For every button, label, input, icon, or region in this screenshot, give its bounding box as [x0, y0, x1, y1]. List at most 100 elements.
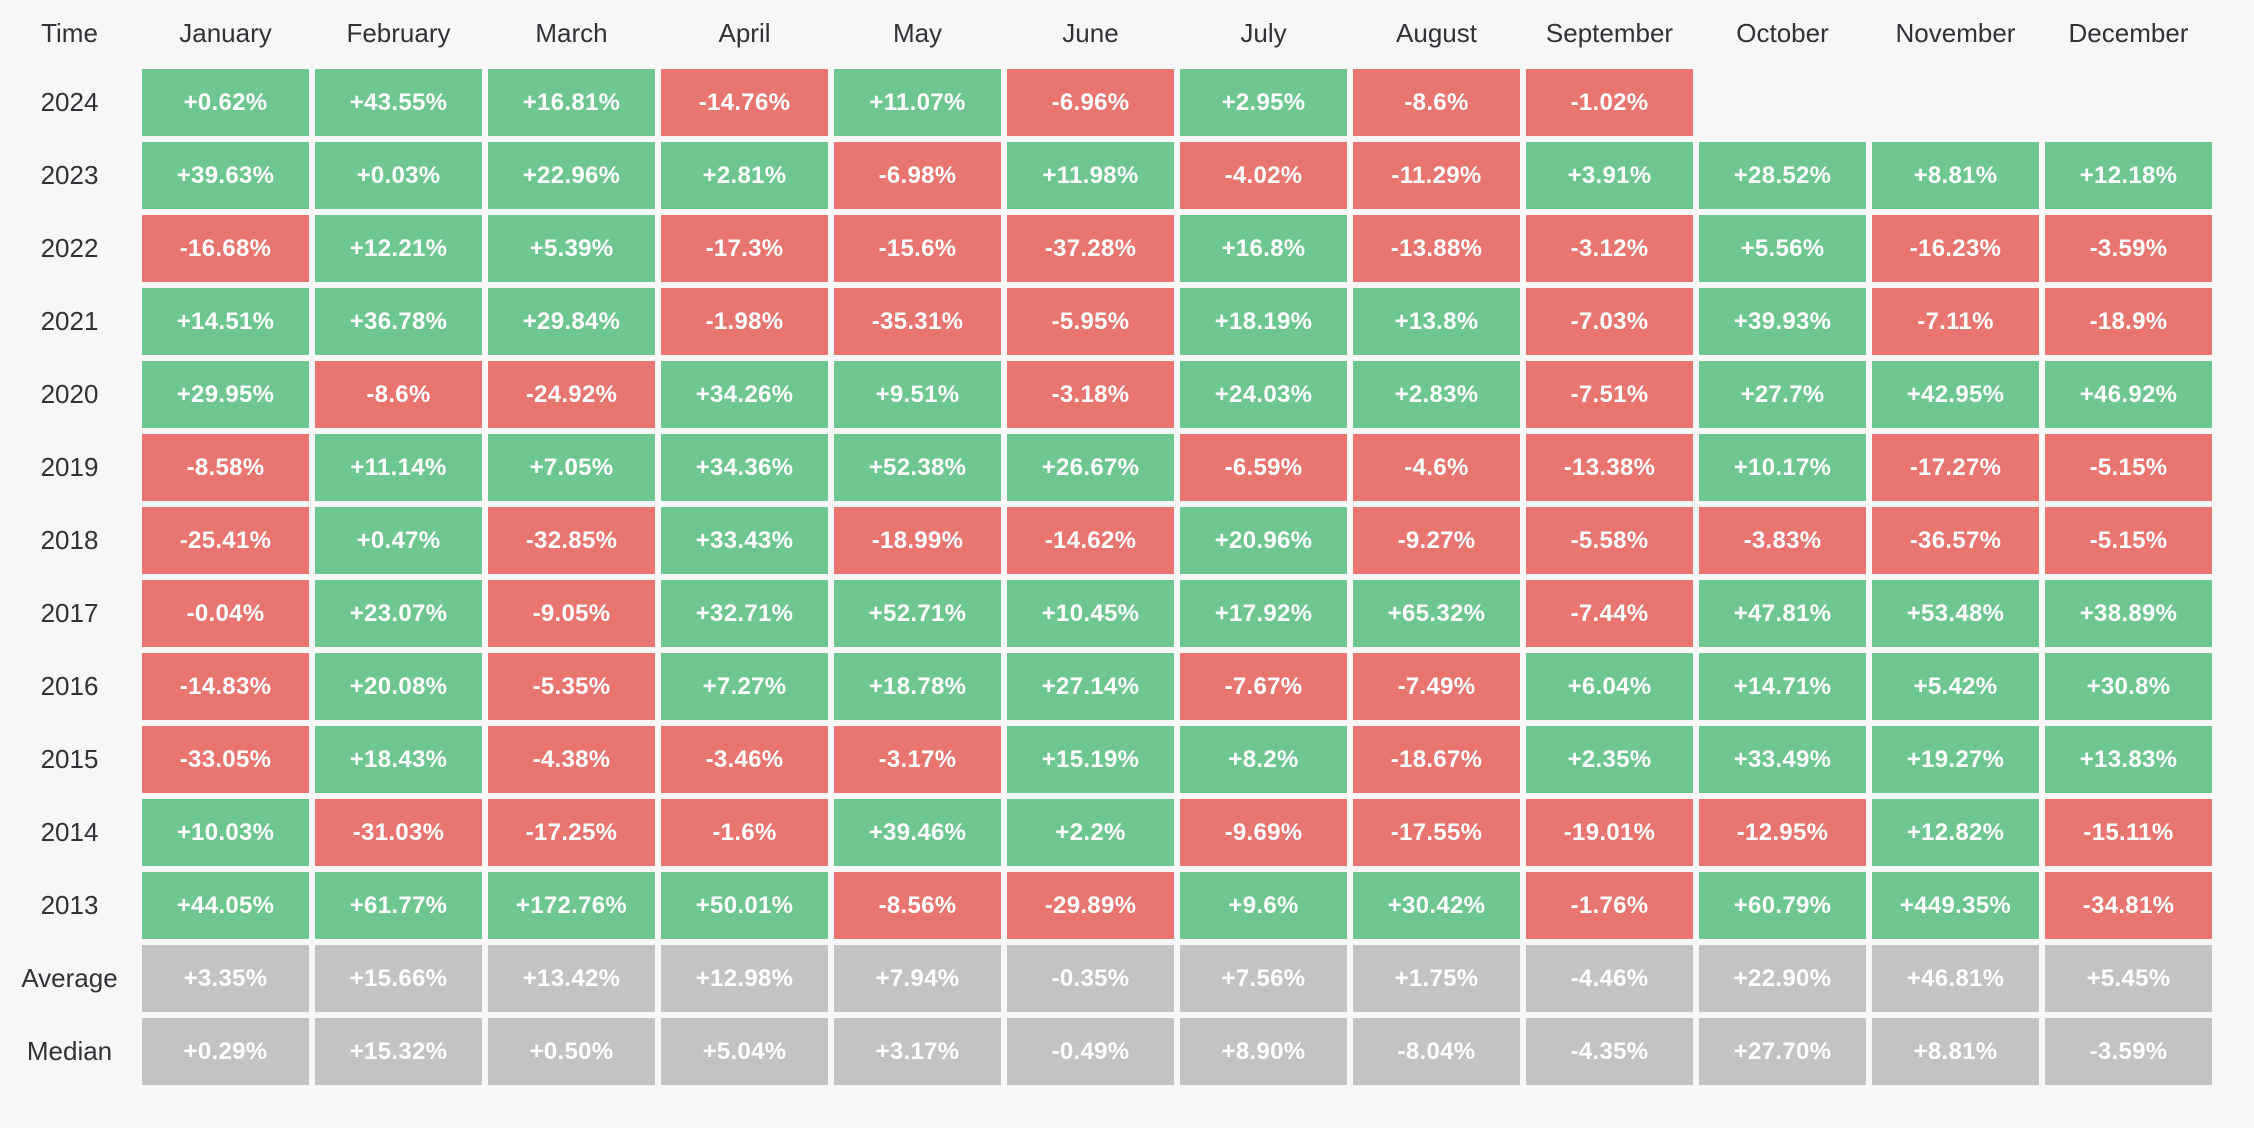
cell-slot: +16.8% — [1177, 212, 1350, 285]
return-value-cell: -29.89% — [1007, 872, 1174, 939]
return-value-cell: -37.28% — [1007, 215, 1174, 282]
cell-slot: +47.81% — [1696, 577, 1869, 650]
cell-slot: -5.95% — [1004, 285, 1177, 358]
cell-slot: +0.50% — [485, 1015, 658, 1088]
cell-slot: +5.42% — [1869, 650, 2042, 723]
cell-slot: +30.42% — [1350, 869, 1523, 942]
row-label-2019: 2019 — [40, 452, 99, 482]
cell-slot: -8.58% — [139, 431, 312, 504]
return-value-cell: +16.8% — [1180, 215, 1347, 282]
cell-slot: +30.8% — [2042, 650, 2215, 723]
cell-slot: +8.81% — [1869, 1015, 2042, 1088]
return-value-cell: +15.32% — [315, 1018, 482, 1085]
cell-slot: -12.95% — [1696, 796, 1869, 869]
return-value-cell: +14.51% — [142, 288, 309, 355]
cell-slot: -14.76% — [658, 66, 831, 139]
return-value-cell: +12.98% — [661, 945, 828, 1012]
cell-slot: +3.91% — [1523, 139, 1696, 212]
month-column-header-february: February — [346, 17, 451, 48]
cell-slot: -1.02% — [1523, 66, 1696, 139]
return-value-cell: +7.05% — [488, 434, 655, 501]
return-value-cell: -5.15% — [2045, 507, 2212, 574]
return-value-cell: -18.9% — [2045, 288, 2212, 355]
return-value-cell: -7.51% — [1526, 361, 1693, 428]
return-value-cell: -3.17% — [834, 726, 1001, 793]
cell-slot: +46.81% — [1869, 942, 2042, 1015]
cell-slot: +0.03% — [312, 139, 485, 212]
return-value-cell: +3.17% — [834, 1018, 1001, 1085]
return-value-cell: +23.07% — [315, 580, 482, 647]
return-value-cell: +17.92% — [1180, 580, 1347, 647]
returns-table-grid: Time January February March April May June July… — [21, 17, 2215, 1088]
cell-slot: +172.76% — [485, 869, 658, 942]
row-label-median: Median — [26, 1036, 113, 1066]
cell-slot: +60.79% — [1696, 869, 1869, 942]
cell-slot: +11.07% — [831, 66, 1004, 139]
return-value-cell: +0.50% — [488, 1018, 655, 1085]
cell-slot: -6.96% — [1004, 66, 1177, 139]
return-value-cell: -24.92% — [488, 361, 655, 428]
month-column-header-july: July — [1240, 17, 1287, 48]
return-value-cell: +3.35% — [142, 945, 309, 1012]
month-column-header-august: August — [1396, 17, 1477, 48]
return-value-cell: -16.23% — [1872, 215, 2039, 282]
cell-slot: +53.48% — [1869, 577, 2042, 650]
return-value-cell: -1.02% — [1526, 69, 1693, 136]
cell-slot: +14.71% — [1696, 650, 1869, 723]
return-value-cell: +18.19% — [1180, 288, 1347, 355]
cell-slot: -17.55% — [1350, 796, 1523, 869]
cell-slot: +7.05% — [485, 431, 658, 504]
return-value-cell: +52.38% — [834, 434, 1001, 501]
month-column-header-january: January — [179, 17, 272, 48]
return-value-cell: +2.81% — [661, 142, 828, 209]
return-value-cell: +19.27% — [1872, 726, 2039, 793]
return-value-cell: +18.78% — [834, 653, 1001, 720]
return-value-cell: -34.81% — [2045, 872, 2212, 939]
cell-slot: +15.19% — [1004, 723, 1177, 796]
return-value-cell: -7.67% — [1180, 653, 1347, 720]
return-value-cell: -3.59% — [2045, 1018, 2212, 1085]
cell-slot: +29.95% — [139, 358, 312, 431]
cell-slot: -5.35% — [485, 650, 658, 723]
return-value-cell: -18.67% — [1353, 726, 1520, 793]
return-value-cell: +11.07% — [834, 69, 1001, 136]
cell-slot: +42.95% — [1869, 358, 2042, 431]
cell-slot: +34.36% — [658, 431, 831, 504]
cell-slot: -3.18% — [1004, 358, 1177, 431]
cell-slot: +33.43% — [658, 504, 831, 577]
cell-slot: +15.32% — [312, 1015, 485, 1088]
return-value-cell: +12.18% — [2045, 142, 2212, 209]
return-value-cell: -3.83% — [1699, 507, 1866, 574]
row-label-average: Average — [21, 963, 118, 993]
return-value-cell: +50.01% — [661, 872, 828, 939]
cell-slot: +3.35% — [139, 942, 312, 1015]
cell-slot: -13.88% — [1350, 212, 1523, 285]
return-value-cell: +11.98% — [1007, 142, 1174, 209]
cell-slot: -37.28% — [1004, 212, 1177, 285]
return-value-cell: +30.42% — [1353, 872, 1520, 939]
return-value-cell: +13.8% — [1353, 288, 1520, 355]
cell-slot: +2.95% — [1177, 66, 1350, 139]
cell-slot: -16.68% — [139, 212, 312, 285]
return-value-cell: +33.43% — [661, 507, 828, 574]
return-value-cell: -3.18% — [1007, 361, 1174, 428]
cell-slot: -1.76% — [1523, 869, 1696, 942]
cell-slot: -6.59% — [1177, 431, 1350, 504]
cell-slot: -3.17% — [831, 723, 1004, 796]
return-value-cell: +9.6% — [1180, 872, 1347, 939]
return-value-cell: +8.90% — [1180, 1018, 1347, 1085]
return-value-cell: -17.27% — [1872, 434, 2039, 501]
cell-slot: -9.27% — [1350, 504, 1523, 577]
cell-slot: +11.98% — [1004, 139, 1177, 212]
cell-slot: -7.49% — [1350, 650, 1523, 723]
return-value-cell: +65.32% — [1353, 580, 1520, 647]
cell-slot: +0.62% — [139, 66, 312, 139]
month-column-header-may: May — [892, 17, 943, 48]
cell-slot: +5.39% — [485, 212, 658, 285]
row-label-2016: 2016 — [40, 671, 99, 701]
cell-slot: -19.01% — [1523, 796, 1696, 869]
return-value-cell: +27.70% — [1699, 1018, 1866, 1085]
return-value-cell: -7.49% — [1353, 653, 1520, 720]
cell-slot: +13.83% — [2042, 723, 2215, 796]
cell-slot: +19.27% — [1869, 723, 2042, 796]
